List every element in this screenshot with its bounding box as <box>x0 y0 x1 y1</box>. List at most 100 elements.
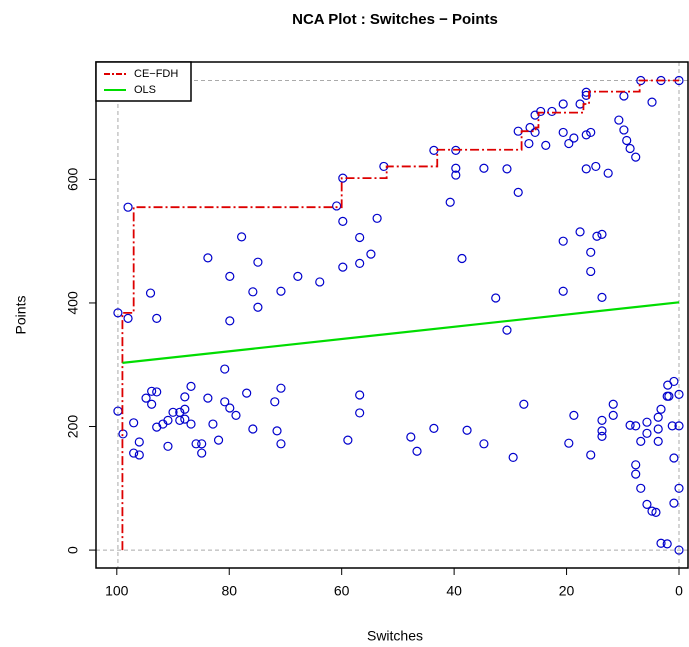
point <box>519 399 529 409</box>
point <box>118 429 128 439</box>
point <box>225 271 235 281</box>
y-tick-label: 0 <box>65 546 81 554</box>
x-tick-label: 100 <box>105 583 129 599</box>
point <box>276 439 286 449</box>
point <box>502 325 512 335</box>
point <box>524 138 534 149</box>
point <box>614 115 624 125</box>
point <box>372 213 382 223</box>
point <box>569 410 579 420</box>
point <box>225 403 235 413</box>
point <box>592 231 602 241</box>
point <box>203 393 213 403</box>
point <box>581 130 591 140</box>
point <box>338 262 348 272</box>
point <box>619 91 629 101</box>
point <box>625 420 635 430</box>
point <box>586 127 596 138</box>
point <box>315 277 325 287</box>
point <box>642 499 652 509</box>
point <box>597 415 607 425</box>
point <box>631 460 641 470</box>
point <box>203 253 213 263</box>
x-tick-label: 20 <box>559 583 575 599</box>
point <box>656 538 666 548</box>
point <box>669 498 679 508</box>
point <box>237 232 247 242</box>
point <box>168 407 178 417</box>
point <box>647 97 657 107</box>
point <box>581 90 591 100</box>
point <box>451 163 461 173</box>
point <box>541 140 551 151</box>
point <box>653 424 663 434</box>
point <box>547 106 557 117</box>
point <box>536 106 546 117</box>
point <box>625 143 635 154</box>
point <box>597 292 607 302</box>
point <box>586 247 596 257</box>
point <box>366 249 376 259</box>
chart-title: NCA Plot : Switches − Points <box>292 11 498 28</box>
point <box>152 387 162 397</box>
point <box>248 287 258 297</box>
point <box>186 381 196 391</box>
point <box>225 316 235 326</box>
point <box>674 389 684 399</box>
point <box>293 271 303 281</box>
point <box>208 419 218 429</box>
point <box>332 201 342 211</box>
point <box>191 439 201 449</box>
point <box>163 415 173 425</box>
point <box>123 313 133 323</box>
point <box>636 483 646 493</box>
point <box>622 135 632 146</box>
x-tick-label: 60 <box>334 583 350 599</box>
point <box>134 450 144 460</box>
legend-label: CE−FDH <box>134 68 178 80</box>
point <box>513 187 523 197</box>
point <box>674 483 684 493</box>
legend-label: OLS <box>134 84 156 96</box>
point <box>147 386 157 396</box>
point <box>231 410 241 420</box>
point <box>248 424 258 434</box>
point <box>152 313 162 323</box>
point <box>134 437 144 447</box>
point <box>338 216 348 226</box>
point <box>656 404 666 414</box>
point <box>197 439 207 449</box>
point <box>355 408 365 418</box>
legend-box <box>95 61 192 102</box>
point <box>642 417 652 427</box>
point <box>564 438 574 448</box>
point <box>674 545 684 555</box>
point <box>558 127 568 138</box>
point <box>558 286 568 296</box>
point <box>272 426 282 436</box>
point <box>642 428 652 438</box>
series-line <box>122 301 680 364</box>
point <box>564 138 574 149</box>
point <box>631 421 641 431</box>
point <box>355 258 365 269</box>
point <box>197 448 207 458</box>
y-tick-label: 400 <box>65 291 81 315</box>
point <box>586 266 596 277</box>
point <box>619 125 629 135</box>
point <box>653 436 663 446</box>
point <box>491 293 501 303</box>
point <box>276 383 286 393</box>
point <box>669 453 679 463</box>
point <box>581 164 591 174</box>
point <box>451 170 461 180</box>
point <box>147 399 157 409</box>
point <box>667 421 677 431</box>
point <box>123 202 133 212</box>
point <box>558 236 568 246</box>
point <box>662 539 672 549</box>
point <box>664 391 674 401</box>
x-tick-label: 80 <box>221 583 237 599</box>
